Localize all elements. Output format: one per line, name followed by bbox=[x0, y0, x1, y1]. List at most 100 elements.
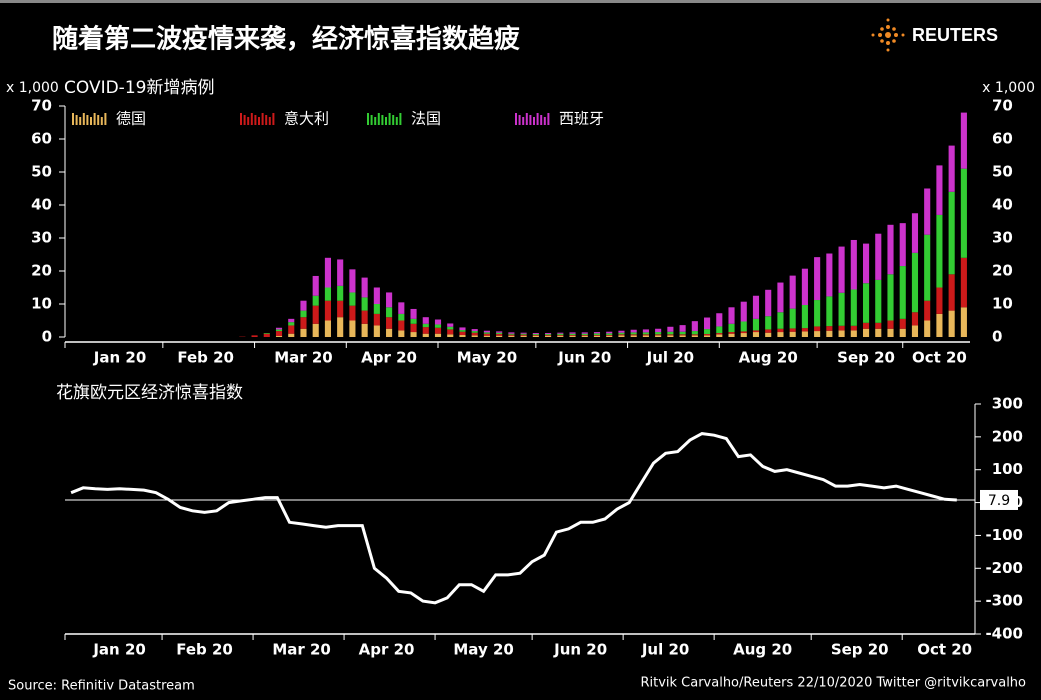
bar-segment bbox=[410, 323, 417, 333]
bar-segment bbox=[704, 334, 711, 336]
bar-segment bbox=[716, 326, 723, 334]
bar-segment bbox=[801, 304, 808, 329]
bar-segment bbox=[924, 320, 931, 337]
bar-segment bbox=[581, 333, 588, 336]
bar-segment bbox=[630, 334, 637, 336]
bar-segment bbox=[667, 326, 674, 332]
line bbox=[70, 432, 957, 605]
bar-segment bbox=[936, 165, 943, 215]
bar-segment bbox=[545, 334, 552, 336]
bar-segment bbox=[936, 287, 943, 314]
bar-segment bbox=[434, 319, 442, 325]
bar-segment bbox=[838, 246, 845, 293]
bar-segment bbox=[850, 289, 857, 326]
bar-segment bbox=[459, 335, 466, 337]
bar-segment bbox=[569, 333, 576, 336]
bar-segment bbox=[911, 312, 919, 326]
bar-segment bbox=[704, 317, 711, 330]
x-tick-label: Sep 20 bbox=[831, 641, 889, 659]
legend-swatch bbox=[377, 113, 380, 125]
y-tick-label: 70 bbox=[992, 97, 1013, 115]
bar-segment bbox=[679, 335, 686, 337]
bar-segment bbox=[679, 325, 686, 332]
bar-segment bbox=[398, 320, 405, 331]
legend-swatch bbox=[395, 117, 398, 125]
bar-segment bbox=[875, 328, 882, 337]
bar-segment bbox=[777, 282, 784, 313]
bar-segment bbox=[569, 335, 576, 336]
title: 随着第二波疫情来袭，经济惊喜指数趋疲 bbox=[52, 24, 520, 55]
y-tick-label: 50 bbox=[31, 163, 52, 181]
x-tick-label: Jul 20 bbox=[646, 349, 695, 367]
value-label-box bbox=[980, 489, 1018, 510]
bar-segment bbox=[887, 224, 894, 275]
y-tick-label: 60 bbox=[31, 130, 52, 148]
bar-segment bbox=[593, 332, 601, 334]
bar-segment bbox=[765, 329, 772, 333]
bar-segment bbox=[275, 327, 283, 330]
legend-swatch bbox=[385, 117, 387, 125]
x-tick-label: Sep 20 bbox=[837, 349, 895, 367]
legend-swatch bbox=[72, 113, 74, 125]
value-label: 7.9 bbox=[988, 493, 1010, 509]
bar-segment bbox=[288, 322, 295, 326]
unit-label-right: x 1,000 bbox=[982, 80, 1035, 96]
chart-title: COVID-19新增病例 bbox=[64, 78, 214, 98]
bar-segment bbox=[545, 335, 552, 336]
y-tick-label: 20 bbox=[992, 262, 1013, 280]
bar-segment bbox=[361, 297, 368, 311]
bar-segment bbox=[483, 335, 490, 337]
bar-segment bbox=[410, 318, 417, 324]
legend-label: 法国 bbox=[411, 110, 441, 128]
legend-swatch bbox=[265, 115, 268, 125]
bar-segment bbox=[520, 334, 527, 336]
bar-segment bbox=[337, 285, 344, 301]
bar-segment bbox=[275, 336, 283, 337]
bar-segment bbox=[447, 323, 454, 327]
bar-segment bbox=[924, 234, 931, 301]
bar-segment bbox=[606, 331, 613, 334]
bar-segment bbox=[288, 318, 295, 323]
bar-segment bbox=[447, 326, 454, 330]
bar-segment bbox=[642, 332, 649, 335]
bar-segment bbox=[667, 334, 674, 336]
bar-segment bbox=[740, 331, 747, 334]
legend-swatch bbox=[543, 117, 546, 125]
bar-segment bbox=[667, 335, 674, 337]
bar-segment bbox=[826, 330, 833, 337]
bar-segment bbox=[275, 329, 283, 332]
bar-segment bbox=[275, 331, 283, 337]
x-tick-label: Jun 20 bbox=[553, 641, 607, 659]
top-border bbox=[0, 0, 1041, 3]
bar-segment bbox=[434, 327, 442, 334]
bar-segment bbox=[618, 332, 625, 335]
y-tick-label: 30 bbox=[31, 229, 52, 247]
bar-segment bbox=[752, 295, 760, 319]
bar-segment bbox=[801, 268, 808, 305]
bar-segment bbox=[398, 302, 405, 314]
bar-segment bbox=[386, 317, 393, 329]
legend-swatch bbox=[536, 113, 539, 125]
legend-swatch bbox=[540, 115, 543, 125]
bar-segment bbox=[765, 289, 772, 317]
bar-segment bbox=[288, 333, 295, 337]
bar-segment bbox=[777, 312, 784, 329]
bar-segment bbox=[765, 316, 772, 330]
y-tick-label: -300 bbox=[985, 592, 1023, 610]
bar-segment bbox=[667, 331, 674, 335]
bar-segment bbox=[337, 300, 344, 318]
bar-segment bbox=[471, 335, 478, 337]
bar-segment bbox=[520, 332, 527, 334]
legend-swatch bbox=[243, 115, 246, 125]
bar-segment bbox=[765, 332, 772, 337]
unit-label-left: x 1,000 bbox=[6, 80, 59, 96]
bar-segment bbox=[630, 335, 637, 337]
bar-segment bbox=[606, 333, 613, 336]
bar-segment bbox=[545, 333, 552, 335]
bar-segment bbox=[324, 287, 331, 301]
bar-segment bbox=[887, 328, 894, 337]
legend-swatch bbox=[247, 117, 250, 125]
legend-swatch bbox=[90, 117, 92, 125]
bar-segment bbox=[691, 331, 698, 335]
y-tick-label: 40 bbox=[31, 196, 52, 214]
